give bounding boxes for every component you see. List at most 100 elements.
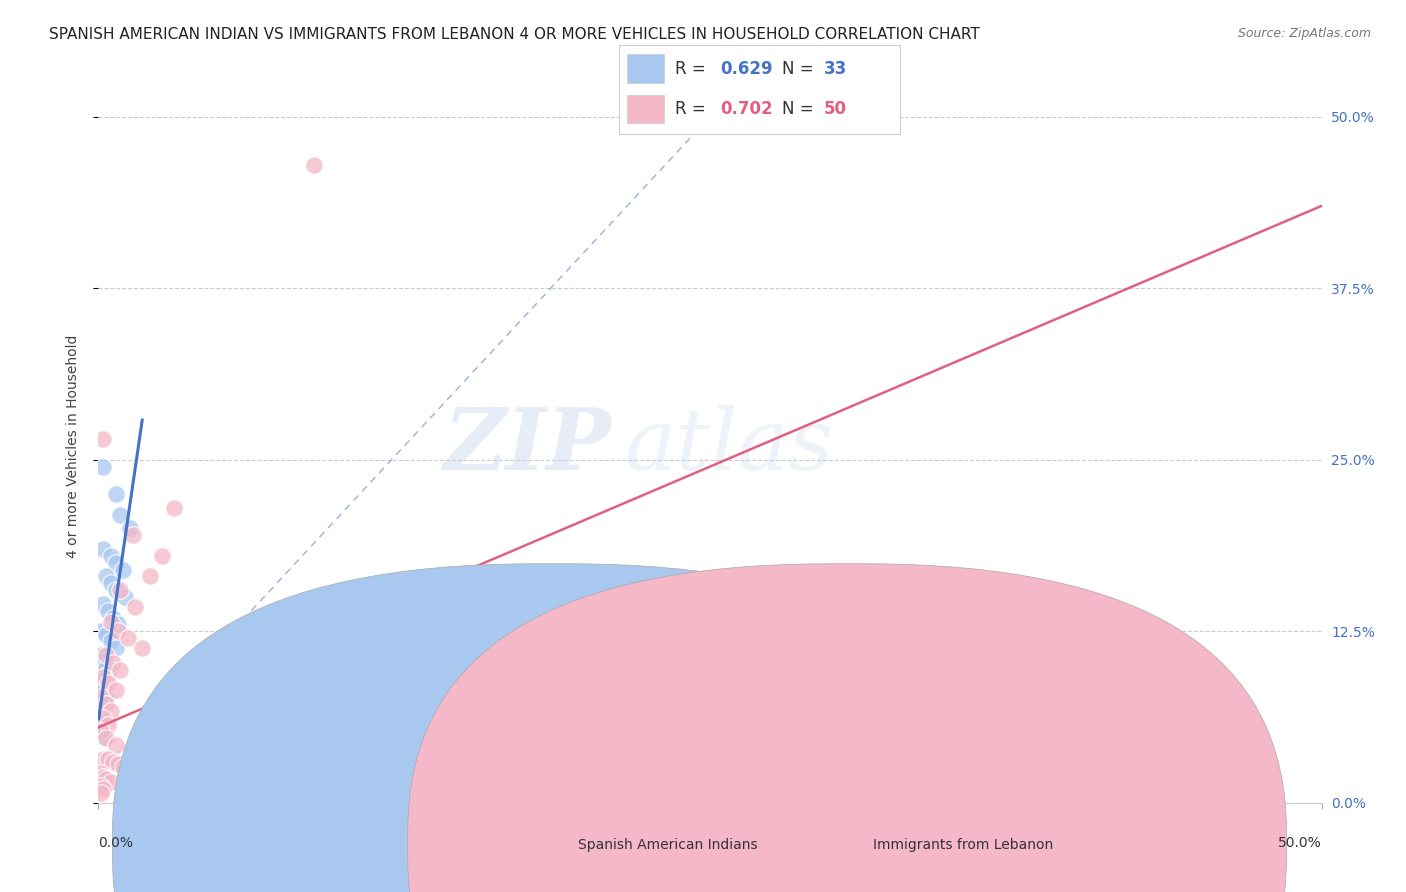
Point [90,768,112,782]
Point [100,615,122,629]
Point [91,782,114,797]
Y-axis label: 4 or more Vehicles in Household: 4 or more Vehicles in Household [66,334,80,558]
Point [91,432,114,446]
Point [117,760,139,774]
Text: R =: R = [675,100,711,118]
Point [104,583,127,598]
Text: 0.0%: 0.0% [98,836,134,850]
Text: R =: R = [675,60,711,78]
Point [131,763,153,777]
Point [156,745,179,759]
Point [107,624,129,639]
Point [141,745,163,759]
Point [91,541,114,556]
Point [124,599,146,614]
Point [177,745,200,759]
Point [94,661,117,675]
Point [90,648,112,662]
Bar [627,54,664,83]
Point [97,676,120,690]
Point [90,765,112,780]
Point [186,745,208,759]
Point [91,683,114,698]
Point [90,690,112,705]
Point [101,755,124,769]
Point [100,549,122,563]
Text: N =: N = [782,60,818,78]
Point [114,590,136,604]
Point [90,712,112,726]
Point [100,704,122,718]
Point [100,576,122,591]
Point [110,663,132,677]
Point [139,569,162,583]
Point [91,752,114,766]
Point [131,640,153,655]
Point [104,556,127,570]
Point [94,772,117,787]
Point [90,724,112,739]
Point [110,583,132,598]
Point [104,683,127,698]
Point [94,690,117,705]
Point [121,528,143,542]
Point [90,780,112,794]
Point [100,633,122,648]
Text: 33: 33 [824,60,848,78]
Point [110,508,132,522]
Point [101,656,124,670]
Point [91,711,114,725]
Point [94,569,117,583]
Point [94,628,117,642]
Text: 50: 50 [824,100,846,118]
Point [90,675,112,690]
Point [94,731,117,746]
Text: SPANISH AMERICAN INDIAN VS IMMIGRANTS FROM LEBANON 4 OR MORE VEHICLES IN HOUSEHO: SPANISH AMERICAN INDIAN VS IMMIGRANTS FR… [49,27,980,42]
Text: 0.629: 0.629 [720,60,772,78]
Point [111,760,134,774]
Point [94,697,117,711]
Point [302,158,325,172]
Point [214,740,236,755]
Point [94,648,117,662]
Text: 0.702: 0.702 [720,100,772,118]
Point [91,770,114,784]
Point [150,549,173,563]
Text: N =: N = [782,100,818,118]
Bar [627,95,664,123]
Point [100,775,122,789]
Point [91,655,114,669]
Point [111,562,134,576]
Point [97,717,120,731]
Point [91,669,114,683]
Point [121,760,143,774]
Text: Spanish American Indians: Spanish American Indians [578,838,758,852]
Point [104,487,127,501]
Point [91,730,114,744]
Text: ZIP: ZIP [444,404,612,488]
Point [163,500,186,515]
Point [107,617,129,632]
Point [91,459,114,474]
Text: Immigrants from Lebanon: Immigrants from Lebanon [873,838,1053,852]
Point [97,666,120,681]
Text: Source: ZipAtlas.com: Source: ZipAtlas.com [1237,27,1371,40]
Point [90,786,112,800]
Point [207,740,229,755]
Text: atlas: atlas [624,405,834,487]
Point [127,763,149,777]
Point [91,704,114,718]
Point [117,631,139,645]
Point [90,624,112,639]
Point [120,521,142,535]
Point [90,724,112,739]
Point [101,610,124,624]
Point [104,640,127,655]
Point [149,745,172,759]
Point [97,752,120,766]
Point [91,597,114,611]
Point [107,757,129,772]
Text: 50.0%: 50.0% [1278,836,1322,850]
Point [90,697,112,711]
Point [104,738,127,752]
